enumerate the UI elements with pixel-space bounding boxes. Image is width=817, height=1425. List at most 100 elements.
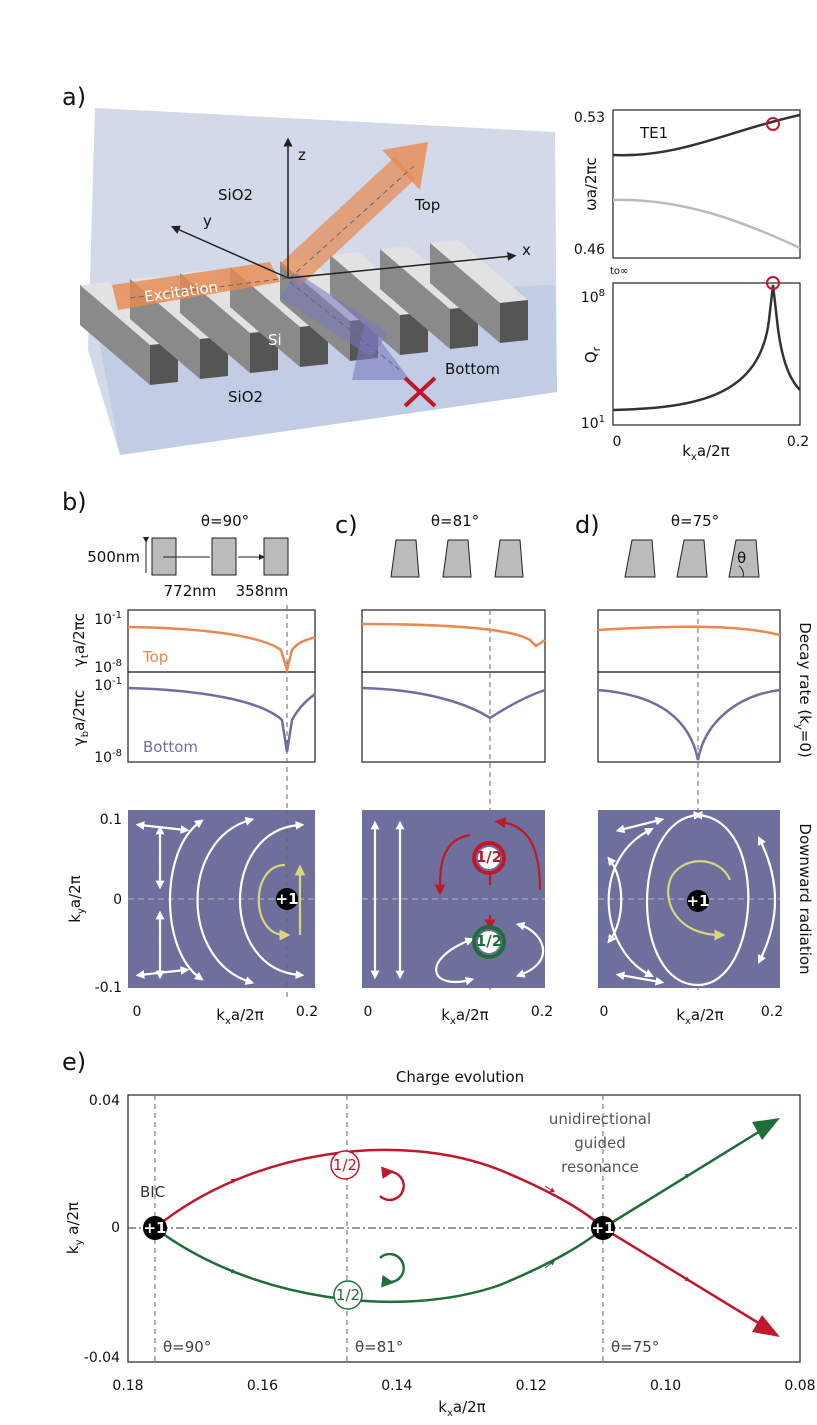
y-tick-label: -0.04: [84, 1350, 120, 1366]
x-tick-label: 0.10: [650, 1378, 681, 1394]
shape: [624, 539, 656, 578]
axis-title: ky a/2π: [64, 1202, 85, 1254]
charge-dot: [591, 1216, 615, 1240]
text-part: y: [793, 724, 804, 730]
annotation: BIC: [140, 1183, 165, 1201]
panels-bcd: b) c) d) θ=90° θ=81° θ=75° 500nm 772nm 3…: [62, 488, 814, 1027]
series-label: Top: [142, 648, 168, 666]
tick-label: 10-1: [94, 610, 122, 628]
axis-title: kxa/2π: [682, 442, 729, 463]
text-part: 10: [94, 678, 112, 694]
shape: [645, 810, 750, 987]
shape: [758, 836, 777, 964]
dim-label: 772nm: [164, 582, 217, 600]
charge-dot: [143, 1216, 167, 1240]
text-part: y: [74, 1239, 85, 1245]
text-part: -8: [112, 658, 122, 669]
tick-label: 0.2: [296, 1004, 318, 1020]
shape: [667, 860, 732, 941]
text-part: -8: [112, 748, 122, 759]
tick-label: 10-8: [94, 748, 122, 766]
text-part: 10: [581, 290, 599, 306]
shape: [127, 671, 316, 763]
shape: [676, 539, 708, 578]
x-tick-label: 0.08: [784, 1378, 815, 1394]
axis-label: y: [203, 212, 212, 230]
text-part: a/2π: [453, 1398, 486, 1416]
shape: [544, 1185, 556, 1193]
band-plot: [612, 109, 801, 259]
tick-label: 101: [581, 414, 605, 432]
shape: [169, 819, 204, 981]
text-part: k: [64, 1245, 82, 1254]
x-tick-label: 0.16: [247, 1378, 278, 1394]
part: a/2π: [231, 1006, 264, 1024]
panel-label: c): [335, 511, 358, 539]
panel-e: e) Charge evolution +1 +1 1/2 1/2 BIC un…: [62, 1048, 816, 1419]
shape: [597, 671, 781, 763]
text-part: γ: [70, 658, 88, 667]
angle-label: θ=90°: [201, 512, 249, 530]
axis-label: z: [298, 146, 306, 164]
shape: [494, 817, 542, 891]
tick-label: 10-8: [94, 658, 122, 676]
annotation: resonance: [561, 1158, 639, 1176]
charge: 1/2: [476, 848, 502, 866]
text-part: k: [66, 914, 84, 923]
axis-title: kxa/2π: [441, 1006, 488, 1027]
angle-label: θ=90°: [163, 1338, 211, 1356]
tick-label: 0.53: [574, 110, 605, 126]
shape: [687, 890, 709, 912]
text-part: a/2π: [66, 875, 84, 908]
half-dot: [333, 1280, 363, 1310]
green-path: [154, 1123, 771, 1303]
ticks: 0.04 0 -0.04 0.18 0.16 0.14 0.12 0.10 0.08: [84, 1093, 816, 1394]
shape: [361, 671, 546, 763]
shape: [276, 888, 298, 910]
tick-label: 0.2: [787, 434, 809, 450]
shape: [434, 833, 471, 896]
text-part: 10: [581, 416, 599, 432]
text-part: b: [80, 731, 91, 737]
text-part: a/2π: [697, 442, 730, 460]
field-plots: [128, 810, 780, 988]
panel-label: e): [62, 1048, 86, 1076]
tick-label: 0.2: [531, 1004, 553, 1020]
text-part: 10: [94, 750, 112, 766]
top-dash: [289, 164, 416, 279]
shape: [361, 622, 546, 648]
tick-label: 0: [613, 434, 622, 450]
shape: [127, 686, 316, 753]
shape: [390, 539, 420, 578]
shape: [544, 1260, 555, 1269]
arrowhead: [752, 1118, 780, 1140]
text-part: 1: [599, 414, 605, 425]
tick-label: 0: [113, 892, 122, 908]
axis-title: kya/2π: [66, 875, 87, 922]
text-part: a/2πc: [70, 613, 88, 654]
arrowhead: [752, 1315, 780, 1337]
tick-label: 108: [581, 288, 605, 306]
material: Si: [268, 331, 282, 349]
shape: [257, 863, 291, 941]
shape: [361, 609, 546, 673]
text-part: r: [590, 346, 603, 351]
x-tick-label: 0.18: [112, 1378, 143, 1394]
dim-arrows: [146, 540, 262, 573]
bar-side: [80, 285, 150, 385]
shape: [472, 925, 506, 959]
tick-label: 10-1: [94, 676, 122, 694]
tick-label: 0.1: [100, 812, 122, 828]
part: x: [225, 1016, 231, 1027]
text-part: a/2πc: [70, 690, 88, 731]
x-axis: [287, 251, 517, 279]
material: SiO2: [228, 388, 263, 406]
part: a/2π: [691, 1006, 724, 1024]
bar-top: [430, 240, 528, 303]
charge: +1: [143, 1219, 166, 1237]
shape: [478, 847, 500, 869]
bic-marker: [766, 117, 780, 131]
excitation-beam: [112, 262, 280, 310]
text-part: γ: [70, 737, 88, 746]
